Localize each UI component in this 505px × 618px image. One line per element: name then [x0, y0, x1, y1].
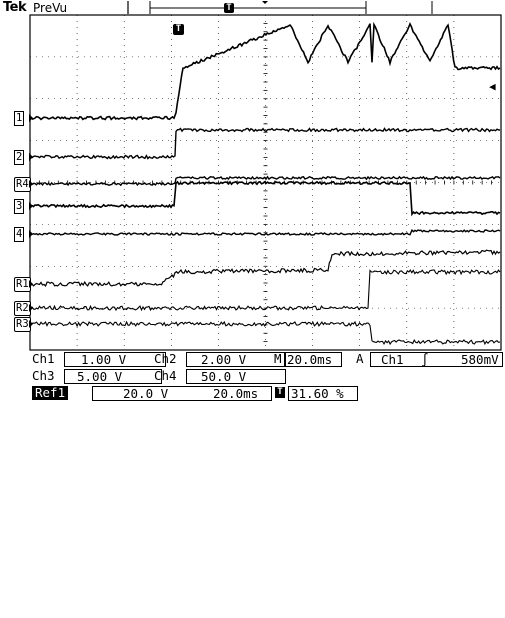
- ch4-waveform: [32, 230, 500, 235]
- ref1-label: Ref1: [32, 386, 68, 400]
- ch4-label: Ch4: [154, 369, 177, 383]
- marker-arrow-icon: [29, 230, 33, 238]
- ch4-marker[interactable]: 4: [14, 227, 24, 242]
- timebase-readout: 20.0ms: [284, 352, 342, 367]
- trigger-level-marker: ◀: [489, 80, 496, 93]
- trigger-position-readout: 31.60 %: [288, 386, 358, 401]
- record-trigger-marker: T: [224, 3, 234, 13]
- ch3-scale: 5.00 V: [64, 369, 162, 384]
- ch3-waveform: [32, 182, 500, 214]
- ch4-scale: 50.0 V: [186, 369, 286, 384]
- trigger-position-icon: T: [275, 387, 285, 398]
- marker-arrow-icon: [29, 202, 33, 210]
- timebase-prefix: M: [274, 352, 282, 366]
- ch1-marker[interactable]: 1: [14, 111, 24, 126]
- trigger-readout: Ch1 ∫ 580mV: [370, 352, 503, 367]
- ch1-scale: 1.00 V: [64, 352, 166, 367]
- readout-panel: Ch1 1.00 V Ch2 2.00 V M 20.0ms A Ch1 ∫ 5…: [0, 352, 505, 406]
- ch2-waveform: [32, 129, 500, 159]
- marker-arrow-icon: [29, 304, 33, 312]
- marker-arrow-icon: [29, 320, 33, 328]
- ch3-label: Ch3: [32, 369, 55, 383]
- ch2-scale: 2.00 V: [186, 352, 286, 367]
- trigger-position-marker: T: [173, 24, 184, 35]
- ch3-marker[interactable]: 3: [14, 199, 24, 214]
- marker-arrow-icon: [29, 114, 33, 122]
- ch1-waveform: [32, 24, 500, 120]
- ref1-readout: 20.0 V 20.0ms: [92, 386, 272, 401]
- trigger-slope-icon: ∫: [421, 353, 429, 367]
- marker-arrow-icon: [29, 153, 33, 161]
- r1-waveform: [32, 250, 500, 286]
- ch2-label: Ch2: [154, 352, 177, 366]
- ch1-label: Ch1: [32, 352, 55, 366]
- marker-arrow-icon: [29, 180, 33, 188]
- waveforms: [32, 24, 500, 344]
- trigger-source: Ch1: [381, 353, 404, 367]
- ref1-scale: 20.0 V: [123, 387, 168, 401]
- trigger-level: 580mV: [461, 353, 499, 367]
- r2-waveform: [32, 270, 500, 310]
- waveform-display: [0, 14, 505, 354]
- ch2-marker[interactable]: 2: [14, 150, 24, 165]
- acq-label: A: [356, 352, 364, 366]
- ref1-time: 20.0ms: [213, 387, 258, 401]
- marker-arrow-icon: [29, 280, 33, 288]
